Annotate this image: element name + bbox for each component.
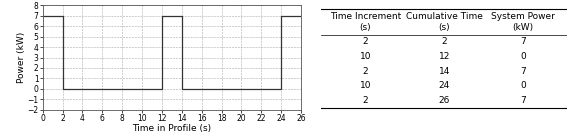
Text: 0: 0 (520, 81, 526, 90)
Text: 2: 2 (441, 37, 447, 46)
Text: 2: 2 (363, 96, 368, 105)
Text: 12: 12 (438, 52, 450, 61)
Text: System Power: System Power (491, 12, 555, 21)
Text: 2: 2 (363, 67, 368, 76)
Text: 24: 24 (438, 81, 450, 90)
Text: 26: 26 (438, 96, 450, 105)
Text: (kW): (kW) (512, 23, 534, 32)
Text: (s): (s) (360, 23, 371, 32)
Text: 10: 10 (360, 81, 371, 90)
Text: 7: 7 (520, 67, 526, 76)
Text: Time Increment: Time Increment (330, 12, 401, 21)
X-axis label: Time in Profile (s): Time in Profile (s) (132, 124, 211, 133)
Text: Cumulative Time: Cumulative Time (406, 12, 483, 21)
Text: 14: 14 (438, 67, 450, 76)
Y-axis label: Power (kW): Power (kW) (17, 32, 26, 83)
Text: 0: 0 (520, 52, 526, 61)
Text: 10: 10 (360, 52, 371, 61)
Text: 2: 2 (363, 37, 368, 46)
Text: (s): (s) (438, 23, 450, 32)
Text: 7: 7 (520, 96, 526, 105)
Text: 7: 7 (520, 37, 526, 46)
